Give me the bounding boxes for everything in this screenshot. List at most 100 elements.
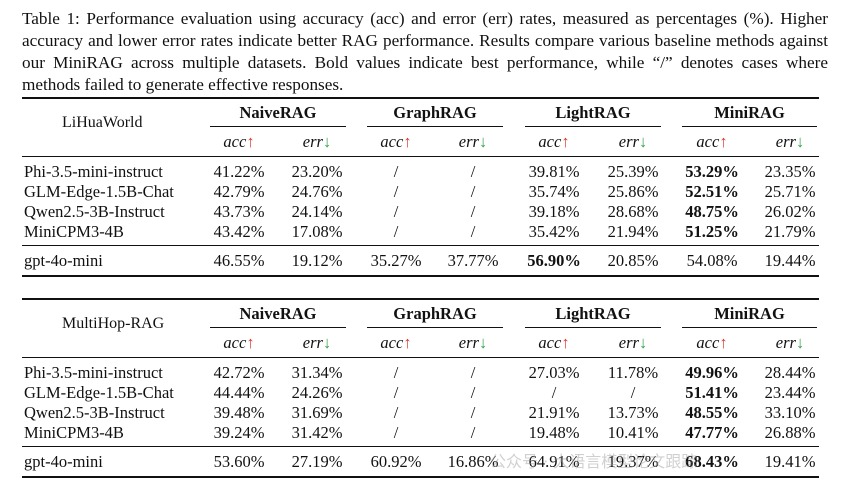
value-cell: /	[470, 222, 476, 241]
value-cell: 43.42%	[213, 222, 265, 241]
method-group-rule	[367, 327, 503, 328]
table-ref-rule	[22, 245, 819, 246]
method-group-rule	[525, 126, 661, 127]
value-cell: /	[393, 363, 399, 382]
value-cell: 24.76%	[291, 182, 343, 201]
value-cell: 39.18%	[528, 202, 580, 221]
method-group-rule	[210, 126, 346, 127]
acc-subheader: acc↑	[223, 333, 255, 352]
value-cell: 16.86%	[447, 452, 499, 471]
acc-subheader: acc↑	[538, 132, 570, 151]
table-bottom-rule	[22, 275, 819, 277]
value-cell: 54.08%	[686, 251, 738, 270]
value-cell: 25.71%	[764, 182, 816, 201]
value-cell: /	[470, 202, 476, 221]
err-subheader: err↓	[302, 333, 332, 352]
method-header: LightRAG	[555, 304, 631, 323]
arrow-up-icon: ↑	[719, 132, 728, 151]
value-cell: 25.86%	[607, 182, 659, 201]
arrow-down-icon: ↓	[478, 132, 488, 151]
value-cell: /	[470, 162, 476, 181]
value-cell: 31.69%	[291, 403, 343, 422]
method-header: GraphRAG	[393, 304, 477, 323]
value-cell: 68.43%	[685, 452, 739, 471]
value-cell: 23.20%	[291, 162, 343, 181]
acc-subheader: acc↑	[223, 132, 255, 151]
acc-subheader: acc↑	[696, 333, 728, 352]
value-cell: 39.81%	[528, 162, 580, 181]
value-cell: 60.92%	[370, 452, 422, 471]
model-name: Phi-3.5-mini-instruct	[24, 363, 163, 382]
arrow-up-icon: ↑	[403, 333, 412, 352]
err-subheader: err↓	[775, 333, 805, 352]
value-cell: 42.72%	[213, 363, 265, 382]
model-name: GLM-Edge-1.5B-Chat	[24, 383, 174, 402]
arrow-up-icon: ↑	[719, 333, 728, 352]
table-mid-rule	[22, 156, 819, 157]
value-cell: 52.51%	[685, 182, 739, 201]
err-subheader: err↓	[458, 333, 488, 352]
model-name: MiniCPM3-4B	[24, 423, 124, 442]
method-group-rule	[367, 126, 503, 127]
value-cell: 33.10%	[764, 403, 816, 422]
model-name: GLM-Edge-1.5B-Chat	[24, 182, 174, 201]
err-subheader: err↓	[618, 333, 648, 352]
value-cell: 11.78%	[607, 363, 659, 382]
value-cell: 17.08%	[291, 222, 343, 241]
acc-subheader: acc↑	[380, 333, 412, 352]
table-bottom-rule	[22, 476, 819, 478]
value-cell: 48.75%	[685, 202, 739, 221]
value-cell: 21.91%	[528, 403, 580, 422]
arrow-up-icon: ↑	[246, 333, 255, 352]
value-cell: 46.55%	[213, 251, 265, 270]
value-cell: /	[393, 222, 399, 241]
arrow-down-icon: ↓	[638, 132, 648, 151]
value-cell: /	[470, 363, 476, 382]
arrow-up-icon: ↑	[403, 132, 412, 151]
method-header: MiniRAG	[714, 304, 785, 323]
value-cell: 51.41%	[685, 383, 739, 402]
watermark: 公众号 · 大语言模型论文跟踪	[490, 452, 698, 471]
value-cell: 28.68%	[607, 202, 659, 221]
value-cell: 21.94%	[607, 222, 659, 241]
value-cell: /	[470, 423, 476, 442]
arrow-up-icon: ↑	[561, 333, 570, 352]
value-cell: /	[630, 383, 636, 402]
value-cell: 56.90%	[527, 251, 581, 270]
value-cell: /	[551, 383, 557, 402]
value-cell: 19.37%	[607, 452, 659, 471]
arrow-down-icon: ↓	[322, 132, 332, 151]
acc-subheader: acc↑	[696, 132, 728, 151]
value-cell: 48.55%	[685, 403, 739, 422]
value-cell: 10.41%	[607, 423, 659, 442]
value-cell: /	[470, 383, 476, 402]
value-cell: /	[393, 423, 399, 442]
method-header: LightRAG	[555, 103, 631, 122]
value-cell: 39.24%	[213, 423, 265, 442]
value-cell: 20.85%	[607, 251, 659, 270]
value-cell: /	[470, 182, 476, 201]
table-top-rule	[22, 97, 819, 99]
value-cell: 27.19%	[291, 452, 343, 471]
value-cell: 53.29%	[685, 162, 739, 181]
dataset-name: LiHuaWorld	[62, 114, 143, 131]
value-cell: 51.25%	[685, 222, 739, 241]
method-header: MiniRAG	[714, 103, 785, 122]
value-cell: 26.88%	[764, 423, 816, 442]
value-cell: 31.34%	[291, 363, 343, 382]
value-cell: /	[393, 383, 399, 402]
model-name: Qwen2.5-3B-Instruct	[24, 403, 165, 422]
method-group-rule	[682, 126, 817, 127]
value-cell: /	[393, 202, 399, 221]
value-cell: 35.42%	[528, 222, 580, 241]
value-cell: 13.73%	[607, 403, 659, 422]
table-caption: Table 1: Performance evaluation using ac…	[22, 9, 828, 94]
method-header: NaiveRAG	[239, 304, 317, 323]
value-cell: /	[470, 403, 476, 422]
value-cell: 25.39%	[607, 162, 659, 181]
value-cell: 19.48%	[528, 423, 580, 442]
arrow-down-icon: ↓	[322, 333, 332, 352]
value-cell: 39.48%	[213, 403, 265, 422]
value-cell: 37.77%	[447, 251, 499, 270]
value-cell: 35.27%	[370, 251, 422, 270]
